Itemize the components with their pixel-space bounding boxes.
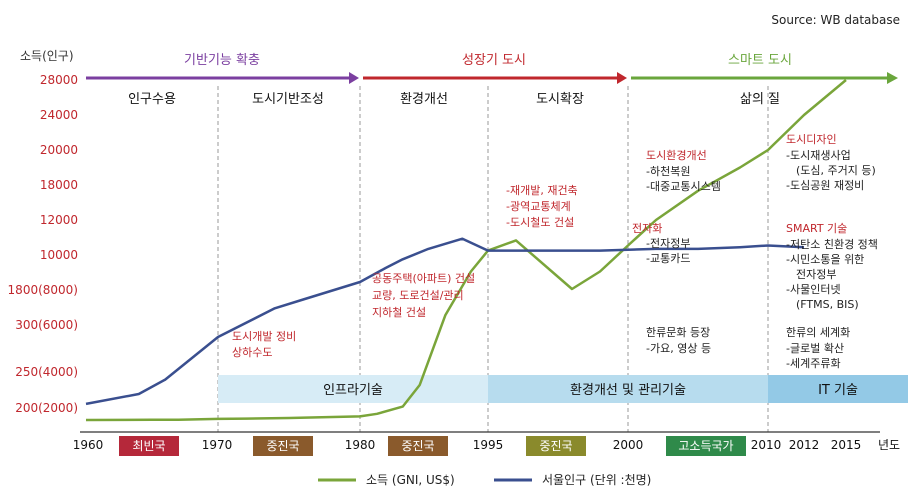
stage-badge-4: [526, 436, 586, 456]
annotation-4-head: 도시환경개선: [646, 149, 707, 162]
phase-label-4: 도시확장: [536, 92, 584, 107]
x-tick-2015: 2015: [831, 438, 862, 452]
annotation-2-line-2: 교량, 도로건설/관리: [372, 289, 464, 302]
annotation-7-line-1: -도시재생사업: [786, 149, 851, 162]
legend: 소득 (GNI, US$) 서울인구 (단위 :천명): [318, 472, 651, 487]
stage-badge-label-2: 중진국: [266, 439, 299, 453]
x-axis-title: 년도: [878, 438, 900, 452]
annotation-9-line-1: 한류의 세계화: [786, 326, 850, 339]
era-arrows: 기반기능 확충 성장기 도시 스마트 도시: [86, 53, 898, 84]
tech-bands: 인프라기술 환경개선 및 관리기술 IT 기술: [218, 375, 908, 403]
annotation-1-line-2: 상하수도: [232, 345, 272, 359]
x-ticks: 1960 1970 1980 1995 2000 2010 2012 2015 …: [73, 438, 900, 452]
phase-label-5: 삶의 질: [740, 92, 780, 107]
y-ticks: 28000 24000 20000 18000 12000 10000 1800…: [8, 73, 78, 415]
annotation-8-line-1: -저탄소 친환경 정책: [786, 238, 878, 251]
annotation-4-line-2: -대중교통시스템: [646, 180, 721, 193]
annotation-5-line-1: -전자정부: [646, 237, 690, 250]
x-tick-1980: 1980: [345, 438, 376, 452]
x-tick-2012: 2012: [789, 438, 820, 452]
x-tick-1960: 1960: [73, 438, 104, 452]
y-tick-12000: 12000: [40, 213, 78, 227]
phase-label-3: 환경개선: [400, 92, 448, 107]
tech-band-label-env: 환경개선 및 관리기술: [570, 383, 686, 398]
annotation-8-head: SMART 기술: [786, 222, 847, 235]
source-label: Source: WB database: [771, 13, 900, 27]
stage-badge-label-3: 중진국: [401, 439, 434, 453]
series-income-line: [85, 79, 847, 422]
phase-label-1: 인구수용: [128, 92, 176, 107]
tech-band-env: [488, 375, 768, 403]
series-layer: [85, 79, 847, 422]
legend-label-income: 소득 (GNI, US$): [366, 473, 455, 487]
annotation-2-line-1: 공동주택(아파트) 건설: [372, 272, 475, 285]
tech-band-it: [768, 375, 908, 403]
stage-badge-label-4: 중진국: [539, 439, 572, 453]
era-label-3: 스마트 도시: [728, 53, 792, 68]
annotation-6-line-1: 한류문화 등장: [646, 326, 710, 339]
y-tick-10000: 10000: [40, 248, 78, 262]
annotation-8-line-2: -시민소통을 위한: [786, 253, 864, 266]
annotations: 도시개발 정비 상하수도 공동주택(아파트) 건설 교량, 도로건설/관리 지하…: [232, 133, 878, 370]
annotation-8-line-4: -사물인터넷: [786, 283, 841, 296]
y-tick-250: 250(4000): [15, 365, 78, 379]
annotation-6-line-2: -가요, 영상 등: [646, 342, 711, 355]
legend-label-population: 서울인구 (단위 :천명): [542, 472, 651, 487]
era-label-2: 성장기 도시: [462, 53, 526, 68]
annotation-4-line-1: -하천복원: [646, 164, 690, 178]
y-tick-24000: 24000: [40, 108, 78, 122]
y-tick-18000: 18000: [40, 178, 78, 192]
x-tick-1995: 1995: [473, 438, 504, 452]
tech-band-label-infra: 인프라기술: [323, 383, 383, 398]
phase-labels: 인구수용 도시기반조성 환경개선 도시확장 삶의 질: [128, 92, 780, 107]
x-tick-2010: 2010: [751, 438, 782, 452]
annotation-5-line-2: -교통카드: [646, 252, 690, 265]
annotation-2-line-3: 지하철 건설: [372, 305, 426, 319]
annotation-8-line-5: (FTMS, BIS): [796, 298, 859, 311]
stage-badge-5: [666, 436, 746, 456]
phase-label-2: 도시기반조성: [252, 92, 324, 107]
era-arrowhead-3: [887, 72, 898, 84]
annotation-8-line-3: 전자정부: [796, 268, 836, 281]
phase-separators: [217, 86, 769, 432]
stage-badge-2: [253, 436, 313, 456]
annotation-1-line-1: 도시개발 정비: [232, 330, 296, 343]
era-arrowhead-1: [349, 72, 359, 84]
annotation-7-line-2: (도심, 주거지 등): [796, 164, 876, 177]
annotation-3-line-1: -재개발, 재건축: [506, 184, 578, 197]
tech-band-label-it: IT 기술: [818, 383, 858, 398]
annotation-3-line-2: -광역교통체계: [506, 200, 571, 213]
y-axis-title: 소득(인구): [20, 49, 74, 63]
annotation-3-line-3: -도시철도 건설: [506, 216, 574, 229]
series-population-line: [85, 237, 805, 406]
stage-badge-label-1: 최빈국: [132, 439, 165, 453]
annotation-7-head: 도시디자인: [786, 133, 837, 146]
annotation-9-line-3: -세계주류화: [786, 357, 841, 370]
stage-badge-3: [388, 436, 448, 456]
y-tick-20000: 20000: [40, 143, 78, 157]
tech-band-infra: [218, 375, 488, 403]
era-arrowhead-2: [617, 72, 627, 84]
y-tick-300: 300(6000): [15, 318, 78, 332]
annotation-5-head: 전자화: [632, 222, 662, 235]
y-tick-28000: 28000: [40, 73, 78, 87]
era-label-1: 기반기능 확충: [184, 53, 260, 68]
x-tick-2000: 2000: [613, 438, 644, 452]
annotation-7-line-3: -도심공원 재정비: [786, 179, 864, 192]
stage-badges: 최빈국 중진국 중진국 중진국 고소득국가: [119, 436, 746, 456]
x-tick-1970: 1970: [202, 438, 233, 452]
y-tick-1800: 1800(8000): [8, 283, 78, 297]
stage-badge-label-5: 고소득국가: [678, 439, 733, 453]
annotation-9-line-2: -글로벌 확산: [786, 342, 844, 355]
y-tick-200: 200(2000): [15, 401, 78, 415]
stage-badge-1: [119, 436, 179, 456]
